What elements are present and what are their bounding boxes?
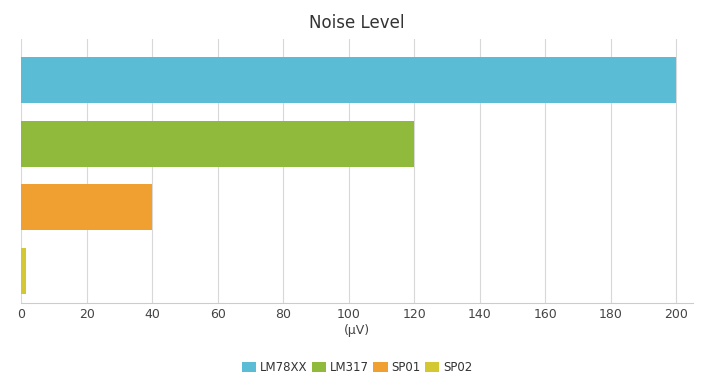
Legend: LM78XX, LM317, SP01, SP02: LM78XX, LM317, SP01, SP02 <box>238 356 477 378</box>
Bar <box>21 57 677 103</box>
Bar <box>21 248 26 294</box>
Bar <box>21 184 152 230</box>
X-axis label: (μV): (μV) <box>344 324 370 337</box>
Title: Noise Level: Noise Level <box>309 14 405 32</box>
Bar <box>21 121 414 166</box>
